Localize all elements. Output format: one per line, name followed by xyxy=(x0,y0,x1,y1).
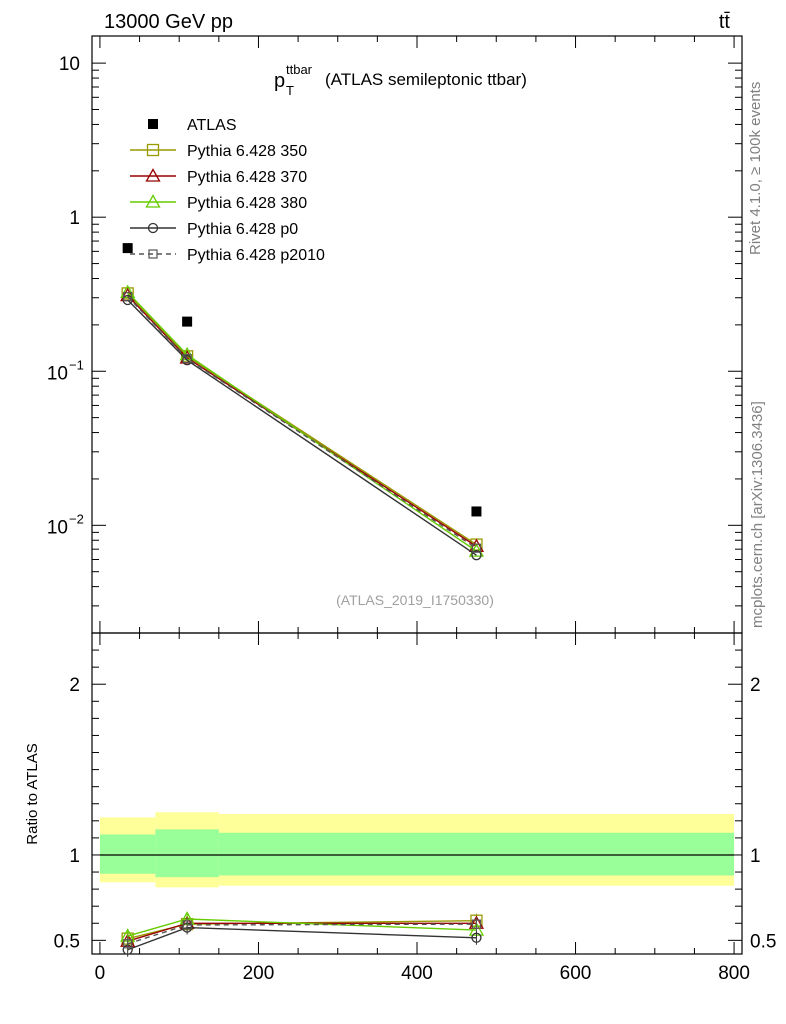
x-tick-label: 600 xyxy=(560,963,592,984)
legend-marker-3 xyxy=(147,222,159,234)
ratio-axis-label: Ratio to ATLAS xyxy=(24,743,41,844)
x-tick-label: 400 xyxy=(401,963,433,984)
source-text: mcplots.cern.ch [arXiv:1306.3436] xyxy=(749,401,766,628)
y-tick-label-main-exp: −2 xyxy=(69,511,84,526)
atlas-data-point xyxy=(471,506,482,517)
legend: ATLAS Pythia 6.428 350 Pythia 6.428 370 Pyt… xyxy=(130,117,325,264)
y-tick-label-main: 10 xyxy=(59,54,80,75)
x-tick-label: 800 xyxy=(718,963,750,984)
series-line-3 xyxy=(127,299,477,556)
y-tick-label-ratio-left: 1 xyxy=(69,846,80,867)
band-inner-1 xyxy=(155,829,219,878)
ratio-marker-4 xyxy=(123,939,133,949)
ratio-line-3 xyxy=(127,926,477,951)
y-tick-label-main-exp: −1 xyxy=(69,357,84,372)
y-tick-label-main-base: 10 xyxy=(47,517,68,538)
legend-label-2: Pythia 6.428 380 xyxy=(187,195,307,212)
legend-marker-2 xyxy=(145,194,161,208)
legend-marker-4 xyxy=(148,249,158,259)
y-tick-label-main-base: 10 xyxy=(47,363,68,384)
ratio-marker-4 xyxy=(471,919,482,929)
legend-label-3: Pythia 6.428 p0 xyxy=(187,221,298,238)
legend-label-0: Pythia 6.428 350 xyxy=(187,143,307,160)
plot-title: p ttbar T (ATLAS semileptonic ttbar) xyxy=(274,62,527,98)
legend-label-1: Pythia 6.428 370 xyxy=(187,169,307,186)
title-subscript: T xyxy=(286,83,294,98)
title-superscript: ttbar xyxy=(286,62,313,77)
band-inner-2 xyxy=(218,832,735,876)
ratio-series xyxy=(120,911,485,957)
ratio-marker-4 xyxy=(182,920,192,930)
energy-label: 13000 GeV pp xyxy=(104,11,233,33)
series-line-4 xyxy=(127,296,477,549)
title-rest: (ATLAS semileptonic ttbar) xyxy=(325,70,527,89)
title-main: p xyxy=(274,70,285,92)
series-marker-2 xyxy=(468,543,485,557)
series-line-0 xyxy=(127,292,477,546)
legend-label-atlas: ATLAS xyxy=(187,117,237,134)
analysis-id: (ATLAS_2019_I1750330) xyxy=(336,592,494,608)
y-tick-label-ratio-left: 2 xyxy=(69,675,80,696)
series-marker-4 xyxy=(471,543,482,553)
rivet-version-text: Rivet 4.1.0, ≥ 100k events xyxy=(747,82,764,255)
ratio-uncertainty-bands xyxy=(99,812,735,888)
series-marker-4 xyxy=(182,353,192,364)
ratio-marker-3 xyxy=(471,932,482,943)
legend-marker-1 xyxy=(145,168,161,182)
series-line-1 xyxy=(127,295,477,547)
y-tick-label-ratio-left: 0.5 xyxy=(54,931,80,952)
legend-label-4: Pythia 6.428 p2010 xyxy=(187,247,325,264)
legend-marker-0 xyxy=(146,143,160,157)
x-tick-label: 200 xyxy=(243,963,275,984)
ratio-panel-frame xyxy=(91,632,743,955)
atlas-data-point xyxy=(182,316,193,327)
x-tick-label: 0 xyxy=(95,963,106,984)
y-tick-label-ratio-right: 0.5 xyxy=(750,931,776,952)
y-tick-label-ratio-right: 1 xyxy=(750,846,761,867)
y-tick-label-ratio-right: 2 xyxy=(750,675,761,696)
legend-marker-atlas xyxy=(148,119,158,129)
series-marker-3 xyxy=(471,550,482,561)
process-label: tt̄ xyxy=(719,11,731,33)
atlas-data-point xyxy=(122,243,133,254)
ratio-line-4 xyxy=(127,923,477,945)
y-tick-label-main: 1 xyxy=(69,208,80,229)
main-series xyxy=(120,243,485,561)
series-marker-4 xyxy=(123,292,133,302)
band-inner-0 xyxy=(99,834,156,874)
